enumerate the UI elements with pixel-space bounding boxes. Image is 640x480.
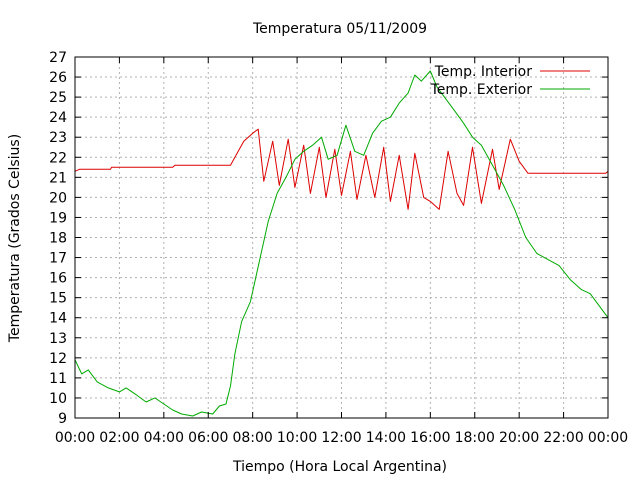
y-tick-label: 10 [49, 391, 67, 407]
y-axis-label: Temperatura (Grados Celsius) [7, 134, 23, 343]
y-tick-label: 24 [49, 110, 67, 126]
y-tick-label: 15 [49, 291, 67, 307]
axis-ticks: 9 10 11 12 13 14 15 16 17 18 19 20 21 22 23 24 25 26 27 00:… [49, 50, 628, 446]
y-tick-label: 21 [49, 170, 67, 186]
chart-title: Temperatura 05/11/2009 [252, 21, 427, 37]
y-tick-label: 25 [49, 90, 67, 106]
y-tick-label: 27 [49, 50, 67, 66]
x-tick-label: 20:00 [499, 430, 539, 446]
x-tick-label: 00:00 [55, 430, 95, 446]
x-tick-label: 16:00 [410, 430, 450, 446]
legend-label-exterior: Temp. Exterior [430, 82, 533, 98]
y-tick-label: 17 [49, 251, 67, 267]
y-tick-label: 14 [49, 311, 67, 327]
x-tick-label: 06:00 [188, 430, 228, 446]
x-tick-label: 12:00 [321, 430, 361, 446]
x-tick-label: 22:00 [543, 430, 583, 446]
x-tick-label: 10:00 [277, 430, 317, 446]
y-tick-label: 22 [49, 150, 67, 166]
x-tick-label: 00:00 [588, 430, 628, 446]
y-tick-label: 16 [49, 271, 67, 287]
y-tick-label: 19 [49, 210, 67, 226]
series-line-interior [74, 128, 609, 210]
y-tick-label: 12 [49, 351, 67, 367]
x-tick-label: 04:00 [144, 430, 184, 446]
y-tick-label: 20 [49, 190, 67, 206]
y-tick-label: 11 [49, 371, 67, 387]
y-tick-label: 13 [49, 331, 67, 347]
y-tick-label: 26 [49, 70, 67, 86]
x-tick-label: 18:00 [455, 430, 495, 446]
x-tick-label: 08:00 [232, 430, 272, 446]
legend-label-interior: Temp. Interior [434, 64, 533, 80]
y-tick-label: 23 [49, 130, 67, 146]
grid [75, 57, 608, 418]
x-axis-label: Tiempo (Hora Local Argentina) [232, 459, 447, 475]
y-tick-label: 9 [58, 411, 67, 427]
x-tick-label: 02:00 [99, 430, 139, 446]
y-tick-label: 18 [49, 231, 67, 247]
legend: Temp. Interior Temp. Exterior [430, 64, 590, 98]
series-layer [74, 70, 609, 417]
series-line-exterior [74, 70, 609, 417]
x-tick-label: 14:00 [366, 430, 406, 446]
